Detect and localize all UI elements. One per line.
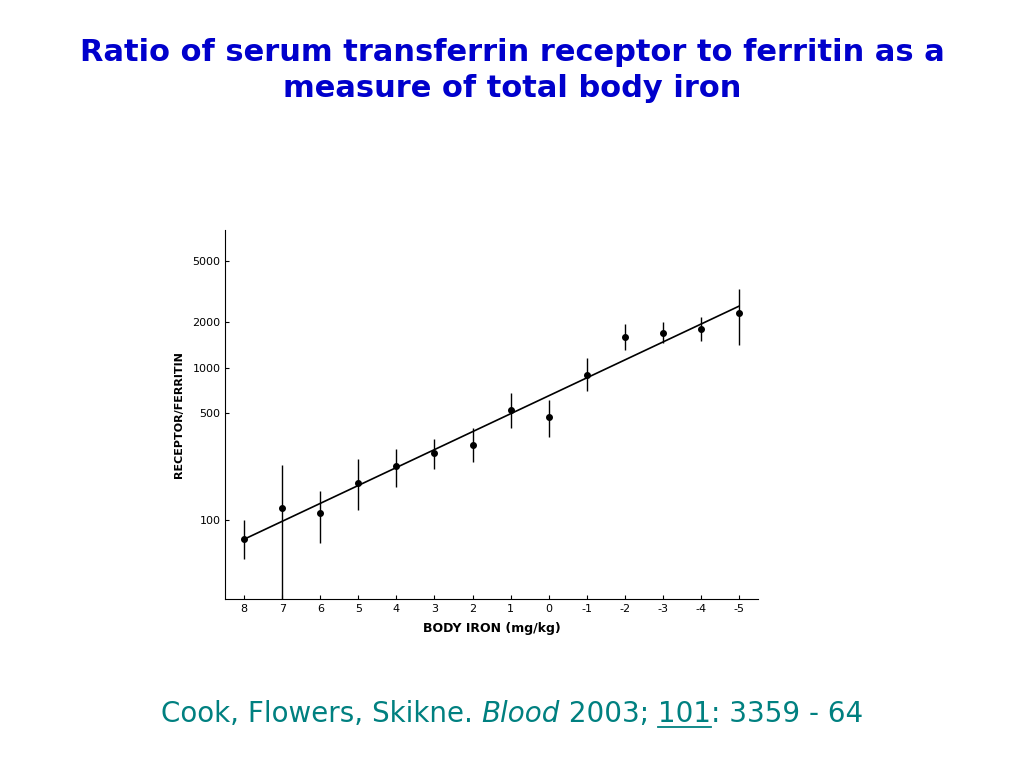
- Text: Blood: Blood: [481, 700, 560, 728]
- Text: 2003;: 2003;: [560, 700, 658, 728]
- Text: 101: 101: [658, 700, 711, 728]
- Text: Ratio of serum transferrin receptor to ferritin as a
measure of total body iron: Ratio of serum transferrin receptor to f…: [80, 38, 944, 104]
- Text: Cook, Flowers, Skikne.: Cook, Flowers, Skikne.: [161, 700, 481, 728]
- Text: : 3359 - 64: : 3359 - 64: [711, 700, 863, 728]
- X-axis label: BODY IRON (mg/kg): BODY IRON (mg/kg): [423, 622, 560, 635]
- Y-axis label: RECEPTOR/FERRITIN: RECEPTOR/FERRITIN: [174, 351, 184, 478]
